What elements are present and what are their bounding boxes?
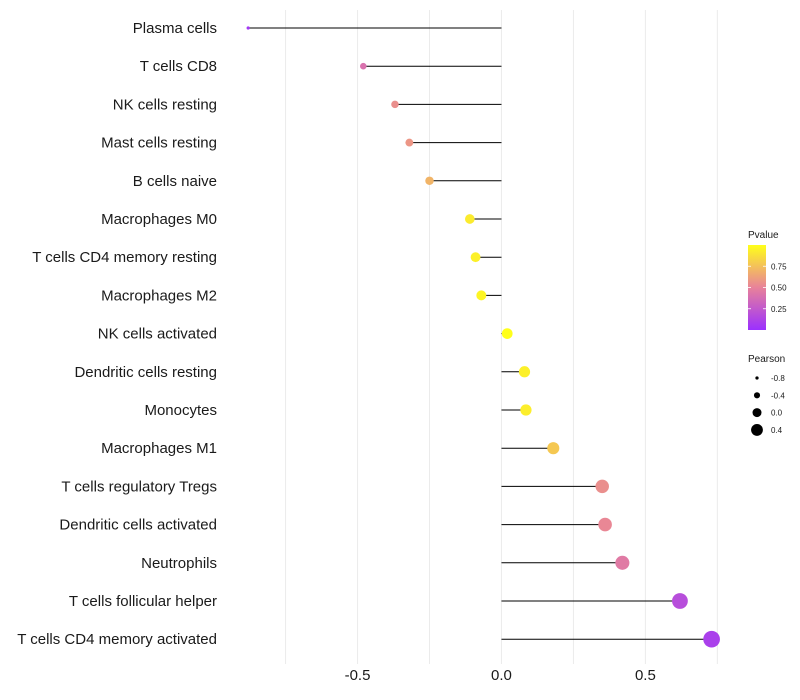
x-tick-label: -0.5 xyxy=(345,667,371,684)
lollipop-point xyxy=(360,62,367,70)
category-label: Mast cells resting xyxy=(101,135,217,152)
lollipop-point xyxy=(615,555,630,570)
colorbar-ticks: 0.75 0.50 0.25 xyxy=(748,262,787,314)
colorbar-tick-label: 0.50 xyxy=(771,284,787,293)
legend: Pvalue 0.75 0.50 0.25 Pearson -0.8 -0.4 0.0 0… xyxy=(748,230,787,436)
category-label: Macrophages M2 xyxy=(101,287,217,304)
category-label: T cells CD4 memory resting xyxy=(32,249,217,266)
size-legend-title: Pearson xyxy=(748,354,785,365)
colorbar-tick-label: 0.75 xyxy=(771,262,787,271)
grid-layer xyxy=(285,10,718,664)
lollipop-point xyxy=(547,442,560,455)
category-label: Macrophages M1 xyxy=(101,440,217,457)
category-labels: Plasma cells T cells CD8 NK cells resting M… xyxy=(17,20,217,648)
size-legend-label: -0.8 xyxy=(771,374,785,383)
lollipop-point xyxy=(464,214,475,224)
category-label: T cells follicular helper xyxy=(69,593,217,610)
size-legend-keys: -0.8 -0.4 0.0 0.4 xyxy=(751,374,785,436)
point-layer xyxy=(246,26,720,648)
colorbar-tick-label: 0.25 xyxy=(771,305,787,314)
x-tick-label: 0.5 xyxy=(635,667,656,684)
category-label: Dendritic cells resting xyxy=(74,364,217,381)
size-legend-key xyxy=(751,423,763,436)
lollipop-point xyxy=(470,252,481,263)
category-label: Plasma cells xyxy=(133,20,217,37)
size-legend-key xyxy=(752,408,762,418)
lollipop-point xyxy=(405,138,414,147)
category-label: Neutrophils xyxy=(141,555,217,572)
category-label: NK cells activated xyxy=(98,326,217,343)
size-legend-key xyxy=(755,376,759,380)
x-tick-label: 0.0 xyxy=(491,667,512,684)
lollipop-point xyxy=(672,593,688,609)
lollipop-point xyxy=(520,404,532,416)
lollipop-point xyxy=(476,290,487,301)
lollipop-point xyxy=(391,100,399,109)
size-legend-label: 0.0 xyxy=(771,409,783,418)
stem-layer xyxy=(248,27,712,640)
pvalue-colorbar xyxy=(748,245,766,330)
category-label: Monocytes xyxy=(144,402,217,419)
category-label: T cells CD4 memory activated xyxy=(17,631,217,648)
category-label: Dendritic cells activated xyxy=(59,517,217,534)
category-label: NK cells resting xyxy=(113,96,217,113)
size-legend-label: -0.4 xyxy=(771,391,785,400)
lollipop-point xyxy=(425,176,434,186)
category-label: T cells CD8 xyxy=(140,58,217,75)
category-label: T cells regulatory Tregs xyxy=(61,478,217,495)
lollipop-point xyxy=(595,479,609,494)
lollipop-point xyxy=(246,26,250,30)
lollipop-point xyxy=(501,328,513,339)
lollipop-point xyxy=(598,517,612,532)
x-axis-tick-labels: -0.5 0.0 0.5 xyxy=(345,667,656,684)
lollipop-point xyxy=(518,366,531,378)
lollipop-point xyxy=(703,630,720,648)
size-legend-label: 0.4 xyxy=(771,426,783,435)
color-legend-title: Pvalue xyxy=(748,230,779,241)
size-legend-key xyxy=(753,392,761,399)
category-label: Macrophages M0 xyxy=(101,211,217,228)
category-label: B cells naive xyxy=(133,173,217,190)
